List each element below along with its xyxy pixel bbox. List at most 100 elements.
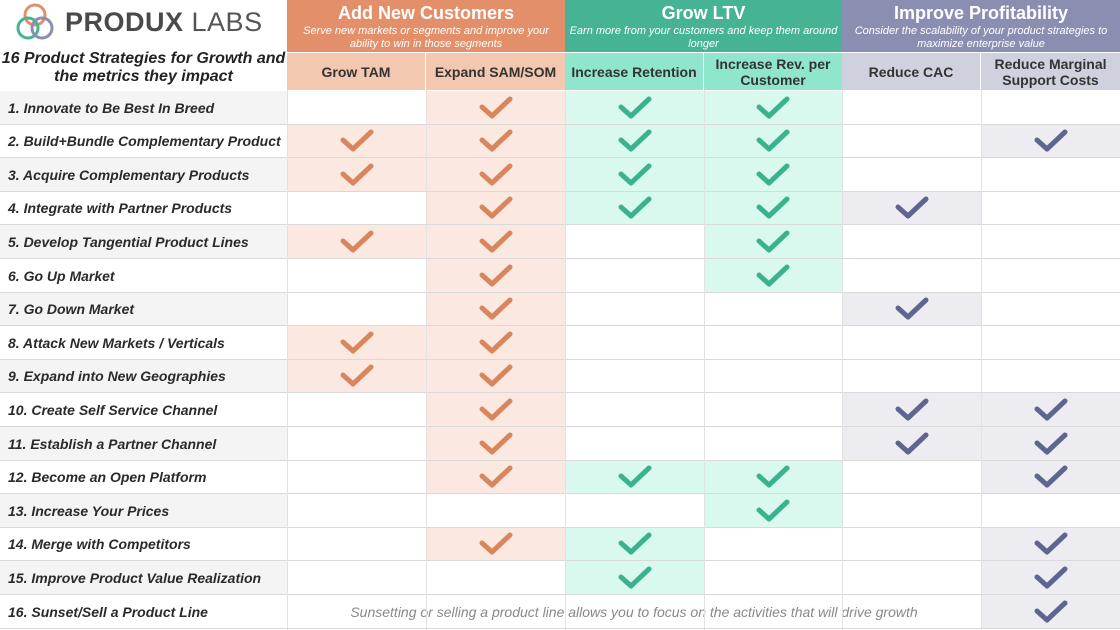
checkmark-icon — [340, 331, 373, 354]
checkmark-icon — [340, 129, 373, 152]
matrix-cell — [842, 393, 981, 427]
column-divider — [981, 90, 982, 630]
group-add-new-customers: Add New Customers Serve new markets or s… — [287, 0, 565, 52]
matrix-cell — [842, 460, 981, 494]
checkmark-icon — [756, 264, 790, 286]
checkmark-icon — [1034, 465, 1067, 488]
matrix-cell — [981, 191, 1120, 225]
checkmark-icon — [479, 163, 512, 186]
matrix-cell — [426, 561, 565, 595]
matrix-cell — [704, 460, 842, 494]
checkmark-icon — [618, 163, 651, 186]
checkmark-icon — [756, 230, 790, 253]
group-title: Add New Customers — [337, 3, 515, 23]
matrix-cell — [981, 359, 1120, 393]
column-header-expand-sam-som: Expand SAM/SOM — [426, 53, 565, 90]
matrix-cell — [426, 292, 565, 326]
matrix-cell — [842, 191, 981, 225]
checkmark-icon — [479, 297, 512, 320]
matrix-cell — [426, 359, 565, 393]
matrix-cell — [981, 561, 1120, 595]
checkmark-icon — [1034, 432, 1067, 454]
row-label: 14. Merge with Competitors — [8, 536, 191, 553]
row-divider — [0, 258, 1120, 259]
group-grow-ltv: Grow LTV Earn more from your customers a… — [565, 0, 842, 52]
row-label: 1. Innovate to Be Best In Breed — [8, 99, 215, 116]
checkmark-icon — [479, 465, 512, 488]
matrix-cell — [842, 427, 981, 460]
matrix-cell — [842, 259, 981, 292]
matrix-cell — [842, 527, 981, 561]
row-divider — [0, 325, 1120, 327]
matrix-cell — [981, 595, 1120, 628]
column-divider — [565, 90, 566, 630]
row-divider — [0, 627, 1120, 629]
matrix-cell — [565, 158, 704, 192]
table-row: 5. Develop Tangential Product Lines — [0, 225, 1120, 259]
checkmark-icon — [340, 364, 373, 387]
matrix-cell — [981, 494, 1120, 528]
row-label: 8. Attack New Markets / Verticals — [8, 334, 225, 351]
table-row: 9. Expand into New Geographies — [0, 359, 1120, 393]
matrix-cell — [704, 527, 842, 561]
row-label: 7. Go Down Market — [8, 301, 135, 318]
matrix-cell — [565, 561, 704, 595]
matrix-cell — [704, 427, 842, 460]
matrix-cell — [704, 292, 842, 326]
matrix-cell — [287, 326, 426, 360]
brand-light: LABS — [191, 6, 263, 37]
checkmark-icon — [1034, 532, 1067, 555]
row-divider — [0, 224, 1120, 226]
matrix-cell — [287, 359, 426, 393]
matrix-cell — [981, 91, 1120, 124]
matrix-cell — [981, 326, 1120, 360]
matrix-cell — [287, 527, 426, 561]
checkmark-icon — [340, 230, 373, 253]
matrix-cell — [981, 460, 1120, 494]
matrix-cell — [426, 91, 565, 124]
table-row: 10. Create Self Service Channel — [0, 393, 1120, 427]
matrix-cell — [287, 225, 426, 259]
checkmark-icon — [756, 465, 790, 488]
checkmark-icon — [618, 96, 651, 118]
matrix-cell — [981, 393, 1120, 427]
checkmark-icon — [756, 96, 790, 118]
matrix-cell — [704, 225, 842, 259]
column-header-increase-rev-per-customer: Increase Rev. per Customer — [704, 53, 842, 90]
table-row: 16. Sunset/Sell a Product Line Sunsetting… — [0, 595, 1120, 628]
matrix-cell — [287, 158, 426, 192]
checkmark-icon — [895, 398, 928, 421]
table-row: 7. Go Down Market — [0, 292, 1120, 326]
matrix-cell — [842, 91, 981, 124]
row-label: 13. Increase Your Prices — [8, 502, 170, 519]
matrix-cell — [981, 225, 1120, 259]
row-label: 4. Integrate with Partner Products — [8, 200, 233, 217]
row-divider — [0, 560, 1120, 562]
checkmark-icon — [479, 532, 512, 555]
matrix-cell — [704, 191, 842, 225]
matrix-cell — [981, 158, 1120, 192]
matrix-cell — [287, 460, 426, 494]
table-row: 12. Become an Open Platform — [0, 460, 1120, 494]
checkmark-icon — [895, 432, 928, 454]
matrix-cell — [287, 191, 426, 225]
column-divider — [287, 90, 288, 630]
checkmark-icon — [895, 196, 928, 219]
row-divider — [0, 157, 1120, 159]
matrix-cell — [287, 427, 426, 460]
matrix-cell — [565, 225, 704, 259]
table-row: 13. Increase Your Prices — [0, 494, 1120, 528]
matrix-cell — [981, 259, 1120, 292]
matrix-cell — [426, 158, 565, 192]
checkmark-icon — [618, 129, 651, 152]
matrix-cell — [565, 191, 704, 225]
row-divider — [0, 291, 1120, 293]
row-note: Sunsetting or selling a product line all… — [287, 595, 981, 628]
checkmark-icon — [1034, 129, 1067, 152]
table-row: 1. Innovate to Be Best In Breed — [0, 91, 1120, 124]
row-divider — [0, 426, 1120, 427]
matrix-cell — [565, 259, 704, 292]
column-divider — [426, 90, 427, 630]
column-divider — [704, 90, 705, 630]
